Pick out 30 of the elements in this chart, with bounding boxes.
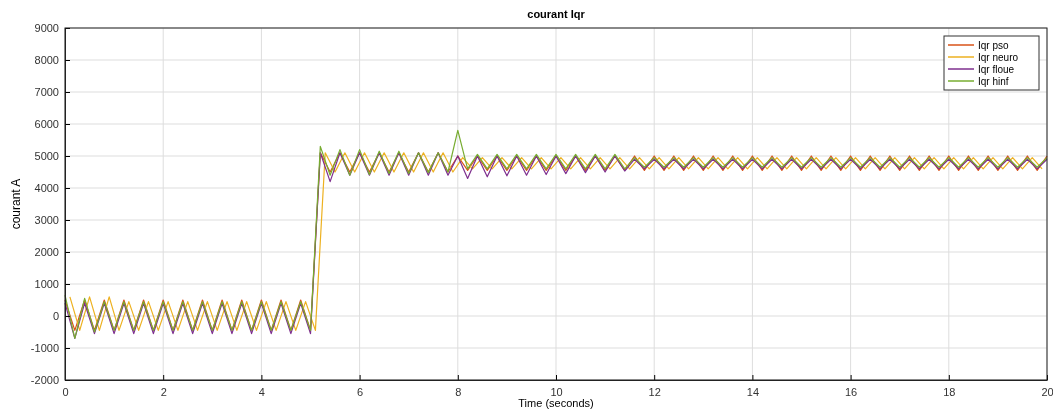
x-tick-label: 4 (258, 385, 265, 398)
legend-label: Iqr neuro (978, 52, 1019, 63)
legend-label: Iqr hinf (978, 76, 1009, 87)
y-tick-label: 5000 (34, 150, 59, 163)
x-tick-label: 20 (1041, 385, 1053, 398)
x-tick-label: 16 (844, 385, 858, 398)
y-tick-label: -1000 (30, 342, 59, 355)
y-tick-label: -2000 (30, 374, 59, 387)
legend-label: Iqr pso (978, 40, 1010, 51)
legend-label: Iqr floue (978, 64, 1015, 75)
x-tick-label: 8 (455, 385, 462, 398)
x-tick-label: 6 (357, 385, 364, 398)
y-tick-label: 9000 (34, 22, 59, 35)
y-axis-title: courant A (9, 178, 23, 230)
y-tick-label: 2000 (34, 246, 59, 259)
x-tick-label: 12 (648, 385, 661, 398)
y-tick-label: 6000 (34, 118, 59, 131)
x-axis-title: Time (seconds) (518, 397, 594, 409)
y-tick-label: 4000 (34, 182, 59, 195)
x-tick-label: 0 (62, 385, 69, 398)
y-tick-label: 0 (52, 310, 59, 323)
x-tick-label: 2 (160, 385, 167, 398)
chart-title: courant Iqr (527, 8, 586, 20)
x-tick-label: 10 (550, 385, 563, 398)
y-tick-label: 3000 (34, 214, 59, 227)
y-tick-label: 1000 (34, 278, 59, 291)
y-tick-label: 7000 (34, 86, 59, 99)
x-tick-label: 14 (746, 385, 760, 398)
x-tick-label: 18 (943, 385, 956, 398)
y-tick-label: 8000 (34, 54, 59, 67)
